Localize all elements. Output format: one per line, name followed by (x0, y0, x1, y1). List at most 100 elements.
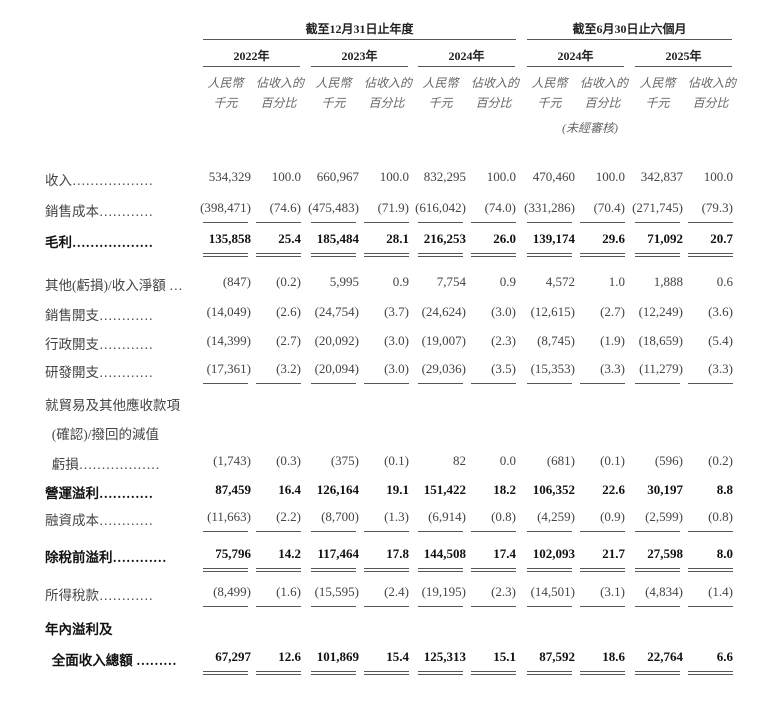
total-double-underline (203, 568, 248, 572)
percent-cell: 18.6 (602, 649, 625, 664)
subtotal-underline (203, 606, 248, 607)
percent-cell: 16.4 (278, 482, 301, 497)
percent-cell: (1.3) (384, 509, 409, 524)
percent-cell: 21.7 (602, 546, 625, 561)
subtotal-underline (203, 222, 248, 223)
percent-cell: 18.2 (493, 482, 516, 497)
percent-cell: 100.0 (486, 169, 516, 184)
total-double-underline (580, 671, 625, 675)
subtotal-underline (688, 383, 733, 384)
amount-cell: (681) (546, 453, 575, 468)
percent-cell: 17.4 (493, 546, 516, 561)
percent-cell: 100.0 (595, 169, 625, 184)
amount-cell: (2,599) (645, 509, 683, 524)
amount-cell: 470,460 (532, 169, 575, 184)
total-double-underline (688, 253, 733, 257)
subtotal-underline (256, 383, 301, 384)
subtotal-underline (364, 531, 409, 532)
row-label: 融資成本………… (45, 513, 153, 528)
amount-cell: 71,092 (647, 231, 683, 246)
subtotal-underline (688, 222, 733, 223)
percent-cell: 19.1 (386, 482, 409, 497)
amount-unit-label: 千元 (321, 96, 346, 110)
amount-cell: (19,195) (421, 584, 466, 599)
percent-cell: 22.6 (602, 482, 625, 497)
percent-cell: (0.2) (276, 274, 301, 289)
amount-unit-label: 人民幣 (422, 76, 459, 90)
subtotal-underline (688, 606, 733, 607)
total-double-underline (527, 568, 572, 572)
percent-cell: (3.0) (384, 333, 409, 348)
percent-cell: (1.9) (600, 333, 625, 348)
amount-cell: 135,858 (208, 231, 251, 246)
amount-cell: 87,592 (539, 649, 575, 664)
percent-cell: (0.9) (600, 509, 625, 524)
amount-cell: (11,663) (207, 509, 251, 524)
amount-cell: 5,995 (329, 274, 359, 289)
total-double-underline (364, 568, 409, 572)
row-label: 全面收入總額 ……… (45, 653, 177, 668)
percent-cell: (3.0) (384, 361, 409, 376)
amount-cell: (19,007) (421, 333, 466, 348)
amount-cell: (596) (654, 453, 683, 468)
percent-cell: (2.3) (491, 333, 516, 348)
percent-cell: 29.6 (602, 231, 625, 246)
percent-cell: 1.0 (608, 274, 625, 289)
subtotal-underline (580, 531, 625, 532)
percent-cell: 12.6 (278, 649, 301, 664)
row-label: (確認)/撥回的減值 (45, 427, 159, 442)
total-double-underline (311, 253, 356, 257)
percent-cell: (3.7) (384, 304, 409, 319)
amount-cell: 1,888 (653, 274, 683, 289)
year-heading: 2022年 (233, 49, 270, 63)
amount-cell: 7,754 (436, 274, 466, 289)
row-label: 年內溢利及 (45, 622, 113, 637)
subtotal-underline (256, 606, 301, 607)
year-heading: 2024年 (557, 49, 594, 63)
percent-cell: 8.8 (716, 482, 733, 497)
percent-cell: 14.2 (278, 546, 301, 561)
subtotal-underline (311, 222, 356, 223)
subtotal-underline (635, 606, 680, 607)
amount-cell: 125,313 (423, 649, 466, 664)
year-rule (418, 66, 515, 67)
total-double-underline (527, 253, 572, 257)
row-label: 所得稅款………… (45, 588, 153, 603)
percent-cell: (3.3) (600, 361, 625, 376)
percent-cell: (74.6) (269, 200, 301, 215)
total-double-underline (688, 568, 733, 572)
amount-cell: (331,286) (524, 200, 575, 215)
subtotal-underline (364, 383, 409, 384)
total-double-underline (418, 253, 463, 257)
amount-cell: 534,329 (208, 169, 251, 184)
total-double-underline (635, 568, 680, 572)
percent-cell: 15.1 (493, 649, 516, 664)
percent-cell: 26.0 (493, 231, 516, 246)
subtotal-underline (635, 222, 680, 223)
row-label: 收入……………… (45, 173, 153, 188)
percent-cell: 8.0 (716, 546, 733, 561)
subtotal-underline (580, 606, 625, 607)
percent-cell: (2.7) (276, 333, 301, 348)
amount-cell: (11,279) (639, 361, 683, 376)
amount-unit-label: 人民幣 (531, 76, 568, 90)
total-double-underline (256, 568, 301, 572)
amount-cell: 27,598 (647, 546, 683, 561)
year-heading: 2023年 (341, 49, 378, 63)
total-double-underline (580, 568, 625, 572)
amount-cell: (8,700) (321, 509, 359, 524)
percent-cell: (5.4) (708, 333, 733, 348)
total-double-underline (635, 671, 680, 675)
subtotal-underline (311, 383, 356, 384)
amount-cell: (6,914) (428, 509, 466, 524)
amount-unit-label: 千元 (213, 96, 238, 110)
amount-cell: (24,754) (314, 304, 359, 319)
subtotal-underline (471, 222, 516, 223)
subtotal-underline (311, 606, 356, 607)
percent-cell: (1.6) (276, 584, 301, 599)
subtotal-underline (580, 383, 625, 384)
amount-cell: (398,471) (200, 200, 251, 215)
row-label: 銷售開支………… (45, 308, 153, 323)
subtotal-underline (527, 222, 572, 223)
amount-cell: (15,595) (314, 584, 359, 599)
